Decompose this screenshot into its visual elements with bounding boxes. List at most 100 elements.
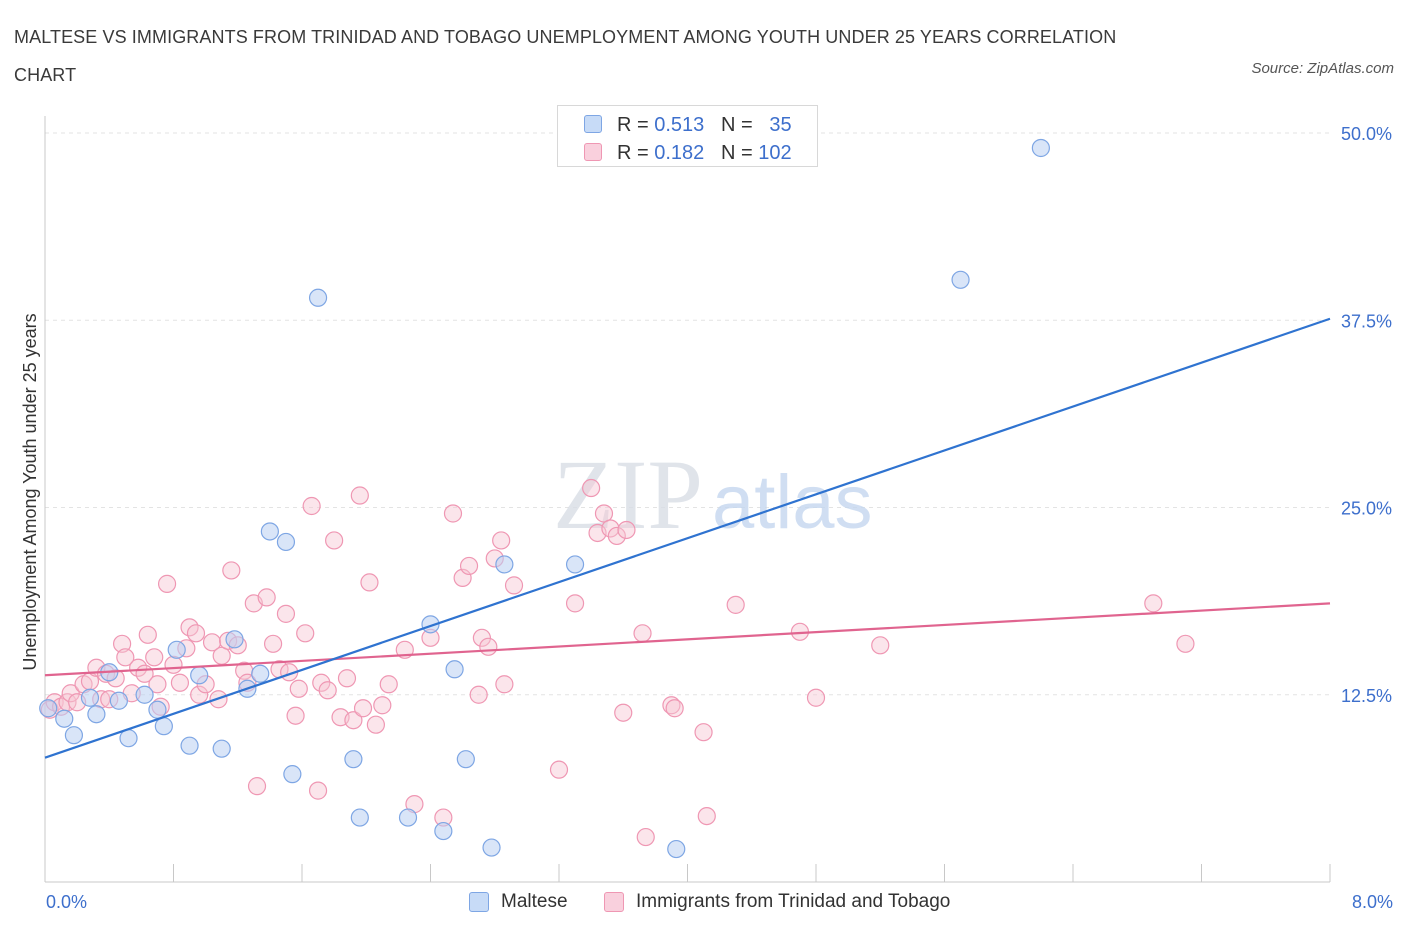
legend-r-value: 0.182 [654, 142, 705, 164]
data-point-trinidad [289, 679, 308, 698]
data-point-trinidad [302, 496, 321, 516]
axes [44, 116, 1331, 883]
data-point-trinidad [353, 699, 373, 718]
data-point-trinidad [594, 504, 614, 523]
data-point-maltese [398, 808, 418, 827]
data-point-maltese [276, 532, 296, 552]
x-tick-label: 8.0% [1352, 892, 1393, 912]
data-point-trinidad [325, 531, 344, 550]
data-point-trinidad [617, 520, 636, 540]
bottom-legend-label: Maltese [501, 891, 568, 912]
legend-n-value: 102 [758, 142, 792, 164]
data-point-trinidad [145, 648, 164, 667]
y-tick-label: 37.5% [1341, 311, 1392, 331]
source-label: Source: ZipAtlas.com [1251, 60, 1394, 77]
data-point-trinidad [296, 624, 315, 643]
data-point-trinidad [366, 715, 385, 734]
data-point-trinidad [636, 827, 655, 847]
y-tick-label: 12.5% [1341, 686, 1392, 706]
trendline-maltese [44, 317, 1331, 759]
data-point-trinidad [286, 706, 305, 725]
chart-title: MALTESE VS IMMIGRANTS FROM TRINIDAD AND … [14, 27, 1117, 85]
data-point-trinidad [472, 628, 491, 647]
data-point-trinidad [312, 673, 331, 692]
data-point-trinidad [116, 648, 135, 667]
legend-r-label: R = [617, 142, 655, 164]
data-point-trinidad [344, 711, 363, 730]
data-point-trinidad [565, 594, 585, 613]
data-point-maltese [445, 660, 464, 679]
data-point-maltese [456, 750, 475, 769]
data-point-trinidad [61, 684, 80, 703]
data-point-trinidad [257, 588, 276, 607]
data-point-maltese [308, 288, 328, 307]
data-point-trinidad [871, 636, 890, 655]
data-point-maltese [283, 765, 302, 784]
data-point-trinidad [492, 531, 511, 550]
trendlines [44, 317, 1331, 759]
bottom-legend-label: Immigrants from Trinidad and Tobago [636, 891, 951, 912]
data-point-trinidad [186, 624, 206, 643]
data-point-maltese [212, 739, 231, 758]
legend-row-maltese: R = 0.513 N = 35 [584, 112, 792, 138]
data-point-trinidad [112, 634, 132, 653]
data-point-maltese [148, 700, 167, 719]
data-point-trinidad [318, 681, 337, 700]
data-point-trinidad [549, 760, 569, 779]
legend-swatch-pink [584, 143, 602, 161]
data-point-trinidad [222, 561, 241, 580]
data-point-trinidad [308, 781, 328, 800]
data-point-trinidad [1176, 634, 1195, 653]
y-tick-label: 25.0% [1341, 499, 1392, 519]
data-point-maltese [344, 750, 363, 769]
data-point-maltese [167, 640, 186, 659]
data-point-trinidad [1144, 594, 1163, 613]
watermark-zip: ZIP [553, 439, 703, 550]
data-point-maltese [180, 736, 199, 755]
data-point-trinidad [263, 634, 283, 653]
y-tick-label: 50.0% [1341, 124, 1392, 144]
data-point-trinidad [504, 576, 524, 595]
tick-labels: 12.5% 25.0% 37.5% 50.0% 0.0% 8.0% [46, 124, 1393, 912]
data-point-maltese [434, 821, 453, 841]
data-point-maltese [1031, 138, 1050, 158]
data-point-trinidad [360, 573, 379, 592]
data-point-maltese [109, 691, 128, 710]
data-point-trinidad [614, 703, 633, 722]
data-point-trinidad [379, 675, 398, 694]
legend-n-value: 35 [769, 114, 792, 136]
data-point-trinidad [582, 478, 601, 498]
trendline-trinidad [44, 602, 1331, 677]
data-point-trinidad [276, 604, 296, 623]
data-point-maltese [251, 664, 270, 683]
legend-swatch-blue [584, 115, 602, 133]
data-point-maltese [482, 838, 501, 857]
data-point-maltese [495, 555, 514, 574]
data-point-trinidad [607, 526, 626, 546]
data-point-maltese [951, 270, 970, 289]
data-point-trinidad [350, 486, 369, 505]
data-point-maltese [87, 705, 106, 724]
data-point-trinidad [633, 624, 652, 643]
data-point-trinidad [157, 574, 177, 593]
bottom-legend-swatch-pink [604, 892, 624, 912]
data-point-trinidad [662, 696, 681, 715]
legend-n-label: N = [720, 142, 759, 164]
gridlines [45, 132, 1330, 696]
data-point-trinidad [479, 637, 498, 656]
bottom-legend-swatch-blue [469, 892, 489, 912]
data-point-trinidad [694, 723, 713, 742]
data-point-maltese [55, 709, 74, 728]
data-point-trinidad [495, 675, 514, 694]
data-point-trinidad [665, 699, 684, 718]
data-point-trinidad [138, 625, 157, 644]
data-point-trinidad [806, 688, 826, 707]
data-point-maltese [135, 685, 154, 704]
data-point-trinidad [247, 777, 267, 796]
data-point-trinidad [202, 633, 222, 652]
data-point-maltese [190, 666, 209, 685]
data-point-trinidad [726, 595, 745, 614]
data-point-trinidad [170, 673, 190, 692]
y-axis-label: Unemployment Among Youth under 25 years [20, 313, 40, 670]
data-point-trinidad [697, 806, 716, 826]
